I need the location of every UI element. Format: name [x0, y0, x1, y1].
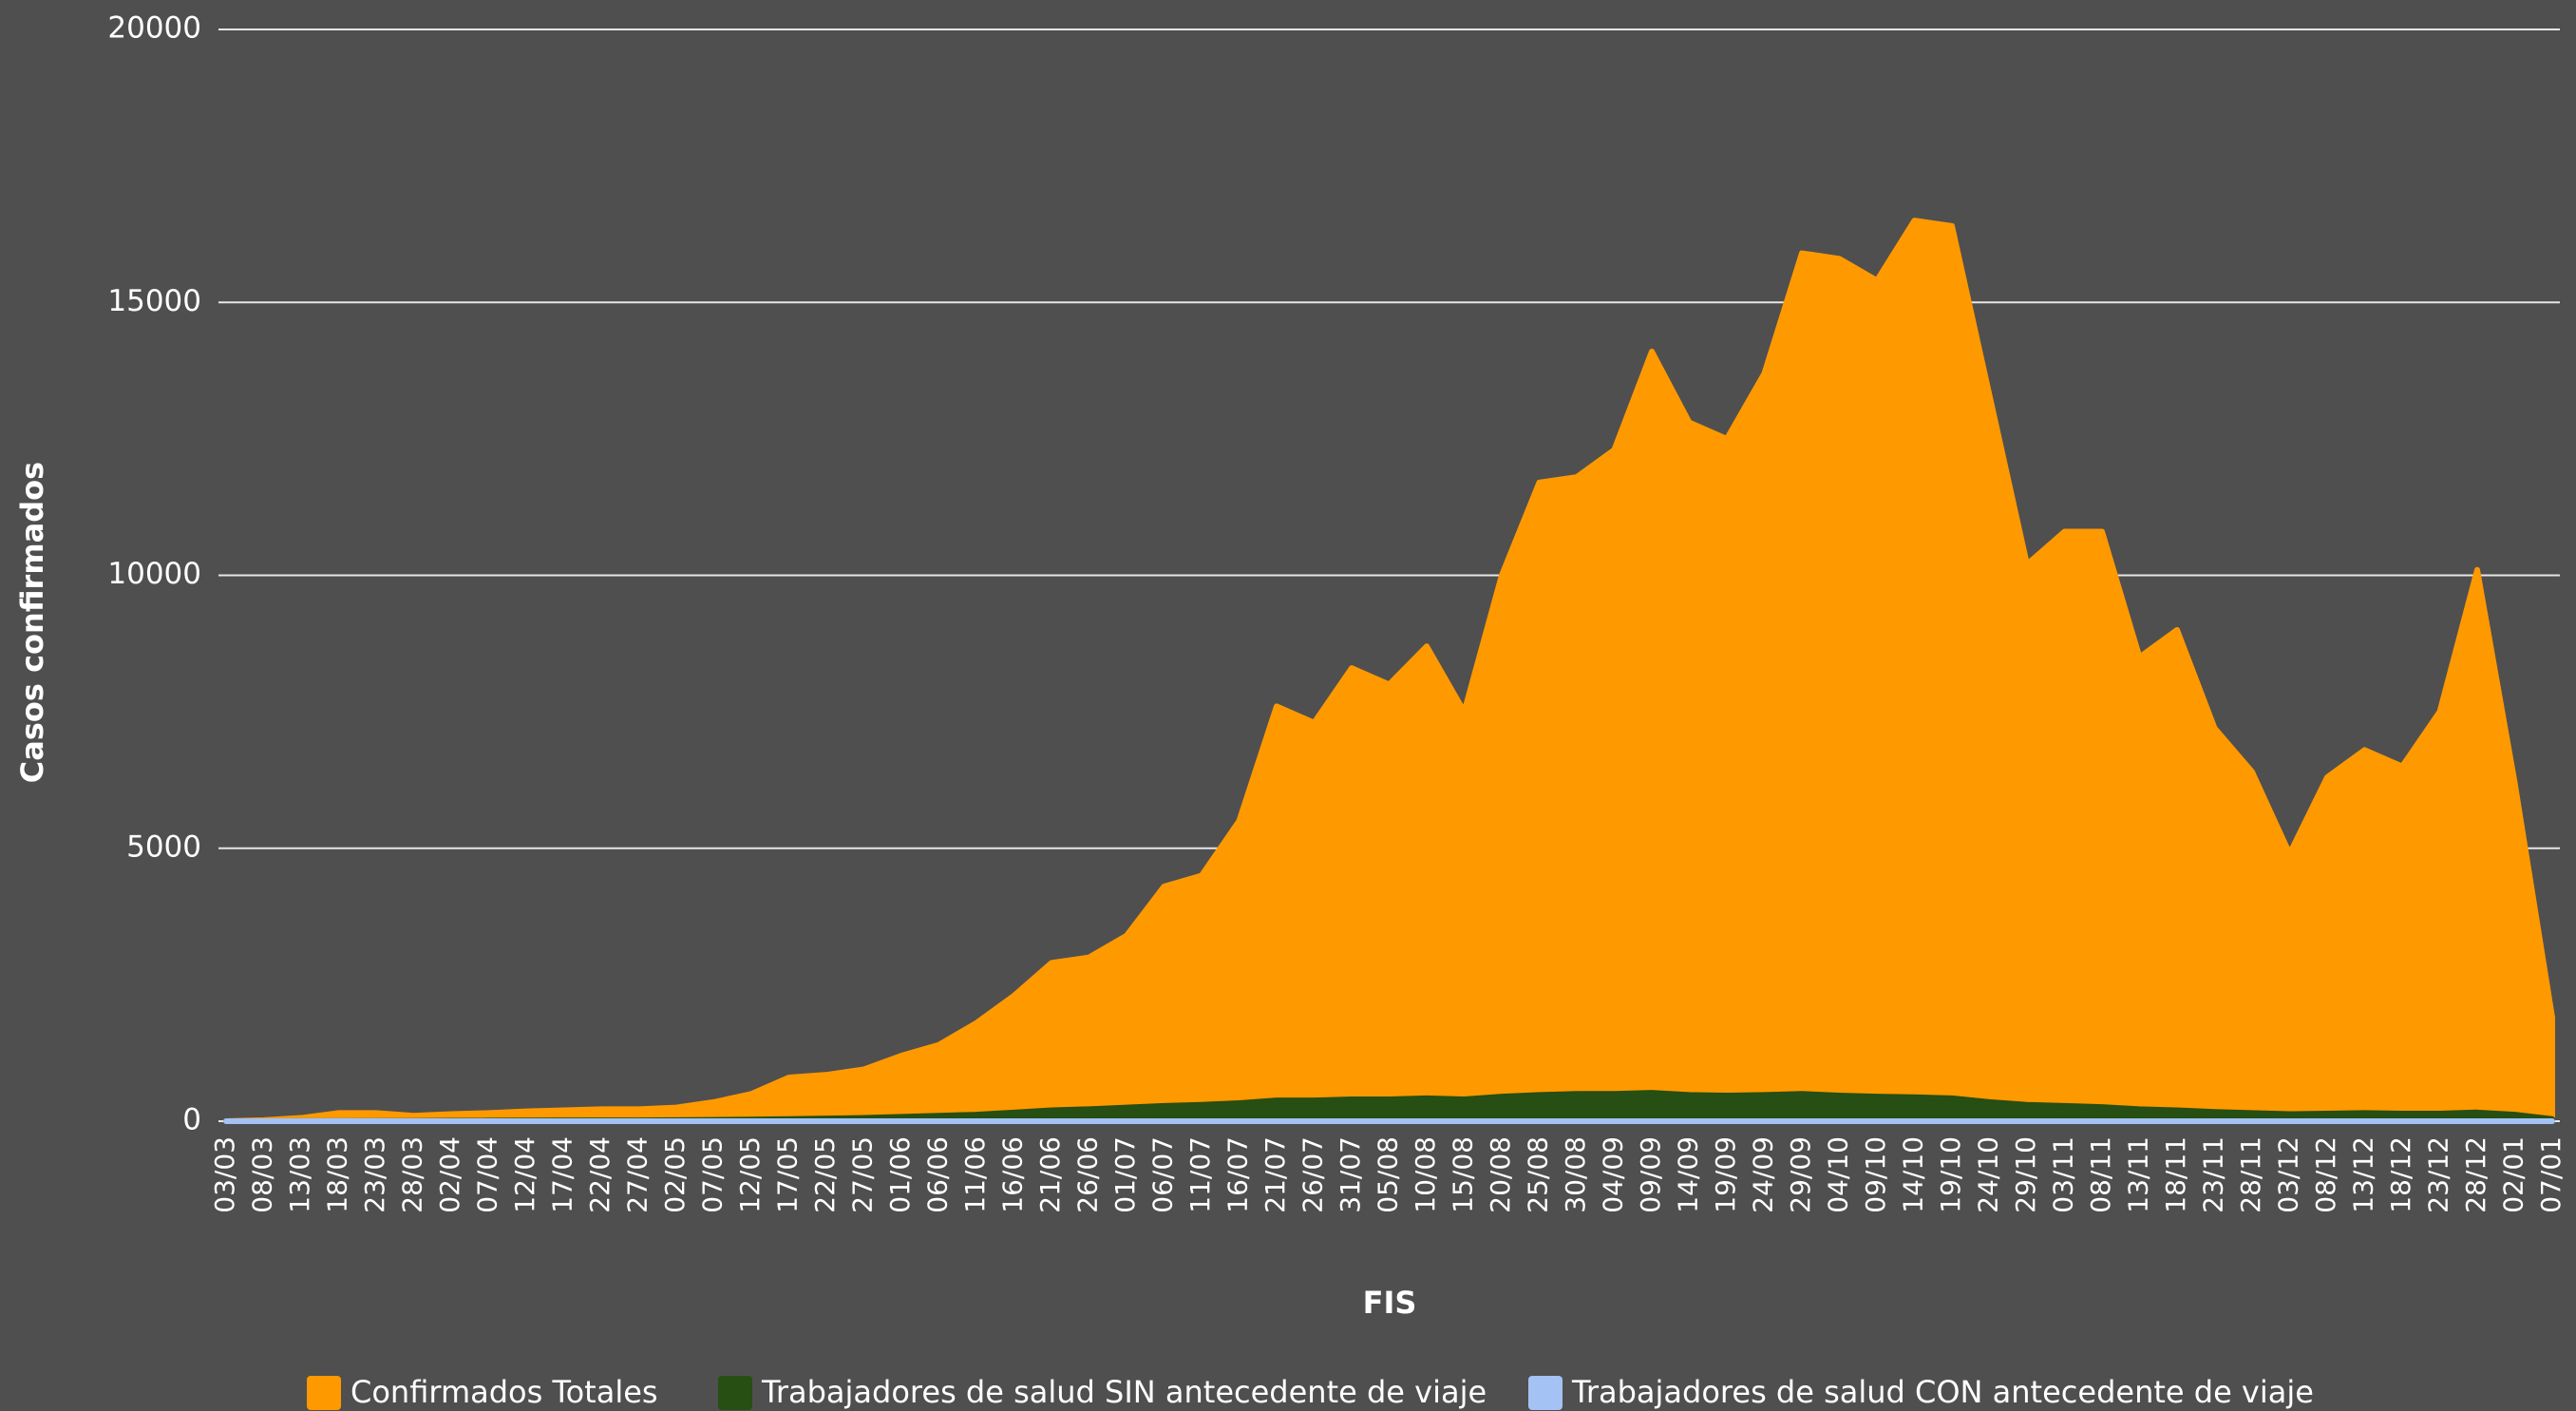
x-tick-label: 05/08 — [1373, 1136, 1404, 1213]
x-tick-label: 07/04 — [472, 1136, 503, 1213]
x-tick-label: 12/05 — [734, 1136, 766, 1213]
x-tick-label: 13/03 — [284, 1136, 315, 1213]
x-tick-label: 06/06 — [922, 1136, 954, 1213]
x-tick-label: 22/04 — [584, 1136, 616, 1213]
x-tick-label: 20/08 — [1485, 1136, 1516, 1213]
x-tick-label: 04/09 — [1598, 1136, 1629, 1213]
x-tick-label: 12/04 — [509, 1136, 540, 1213]
x-tick-label: 04/10 — [1823, 1136, 1854, 1213]
x-tick-label: 29/09 — [1785, 1136, 1816, 1213]
x-axis-label: FIS — [1363, 1285, 1417, 1321]
y-tick-label: 5000 — [126, 829, 201, 864]
y-tick-label: 10000 — [107, 557, 201, 591]
x-tick-label: 28/03 — [397, 1136, 428, 1213]
x-tick-label: 19/10 — [1935, 1136, 1966, 1213]
x-tick-label: 28/11 — [2235, 1136, 2266, 1213]
legend-label: Trabajadores de salud SIN antecedente de… — [761, 1374, 1487, 1410]
x-tick-label: 03/12 — [2273, 1136, 2304, 1213]
x-tick-label: 08/03 — [247, 1136, 278, 1213]
x-tick-label: 01/07 — [1109, 1136, 1141, 1213]
y-tick-label: 20000 — [107, 11, 201, 46]
x-tick-label: 13/12 — [2348, 1136, 2379, 1213]
x-tick-label: 07/01 — [2535, 1136, 2567, 1213]
x-tick-label: 09/09 — [1635, 1136, 1666, 1213]
x-tick-label: 02/01 — [2498, 1136, 2529, 1213]
x-tick-label: 18/11 — [2160, 1136, 2191, 1213]
legend-swatch — [307, 1376, 341, 1410]
legend-label: Trabajadores de salud CON antecedente de… — [1571, 1374, 2314, 1410]
y-axis-label: Casos confirmados — [14, 462, 50, 783]
x-tick-label: 06/07 — [1147, 1136, 1179, 1213]
x-tick-label: 07/05 — [697, 1136, 729, 1213]
legend-swatch — [718, 1376, 752, 1410]
x-tick-label: 16/06 — [997, 1136, 1029, 1213]
x-tick-label: 18/12 — [2385, 1136, 2416, 1213]
x-tick-label: 27/04 — [622, 1136, 653, 1213]
x-tick-label: 09/10 — [1860, 1136, 1891, 1213]
x-tick-label: 23/12 — [2423, 1136, 2454, 1213]
x-tick-label: 26/06 — [1072, 1136, 1104, 1213]
x-tick-label: 25/08 — [1523, 1136, 1554, 1213]
y-tick-label: 0 — [182, 1103, 201, 1137]
x-tick-label: 31/07 — [1335, 1136, 1366, 1213]
x-tick-label: 30/08 — [1560, 1136, 1591, 1213]
x-tick-label: 10/08 — [1410, 1136, 1441, 1213]
x-tick-label: 11/07 — [1184, 1136, 1216, 1213]
x-tick-label: 21/06 — [1034, 1136, 1066, 1213]
y-tick-label: 15000 — [107, 284, 201, 318]
x-tick-label: 24/10 — [1973, 1136, 2004, 1213]
x-tick-label: 19/09 — [1710, 1136, 1741, 1213]
x-tick-label: 02/04 — [434, 1136, 465, 1213]
x-tick-label: 28/12 — [2460, 1136, 2491, 1213]
x-tick-label: 03/11 — [2048, 1136, 2079, 1213]
x-tick-label: 08/12 — [2310, 1136, 2341, 1213]
x-tick-label: 27/05 — [847, 1136, 879, 1213]
x-tick-label: 17/05 — [772, 1136, 804, 1213]
x-tick-label: 26/07 — [1297, 1136, 1329, 1213]
legend-swatch — [1528, 1376, 1563, 1410]
x-tick-label: 17/04 — [547, 1136, 578, 1213]
x-tick-label: 23/11 — [2198, 1136, 2229, 1213]
x-tick-label: 14/09 — [1673, 1136, 1704, 1213]
x-tick-label: 13/11 — [2123, 1136, 2154, 1213]
legend-label: Confirmados Totales — [350, 1374, 658, 1410]
x-tick-label: 03/03 — [209, 1136, 240, 1213]
area — [223, 218, 2555, 1124]
x-tick-label: 11/06 — [959, 1136, 991, 1213]
x-tick-label: 14/10 — [1898, 1136, 1929, 1213]
x-tick-label: 18/03 — [322, 1136, 353, 1213]
x-tick-label: 24/09 — [1748, 1136, 1779, 1213]
x-tick-label: 23/03 — [359, 1136, 390, 1213]
x-tick-label: 21/07 — [1260, 1136, 1291, 1213]
x-tick-label: 02/05 — [659, 1136, 691, 1213]
x-tick-label: 16/07 — [1222, 1136, 1254, 1213]
x-tick-label: 22/05 — [809, 1136, 841, 1213]
x-tick-label: 15/08 — [1448, 1136, 1479, 1213]
x-tick-label: 01/06 — [884, 1136, 916, 1213]
x-tick-label: 29/10 — [2010, 1136, 2041, 1213]
x-tick-label: 08/11 — [2085, 1136, 2116, 1213]
